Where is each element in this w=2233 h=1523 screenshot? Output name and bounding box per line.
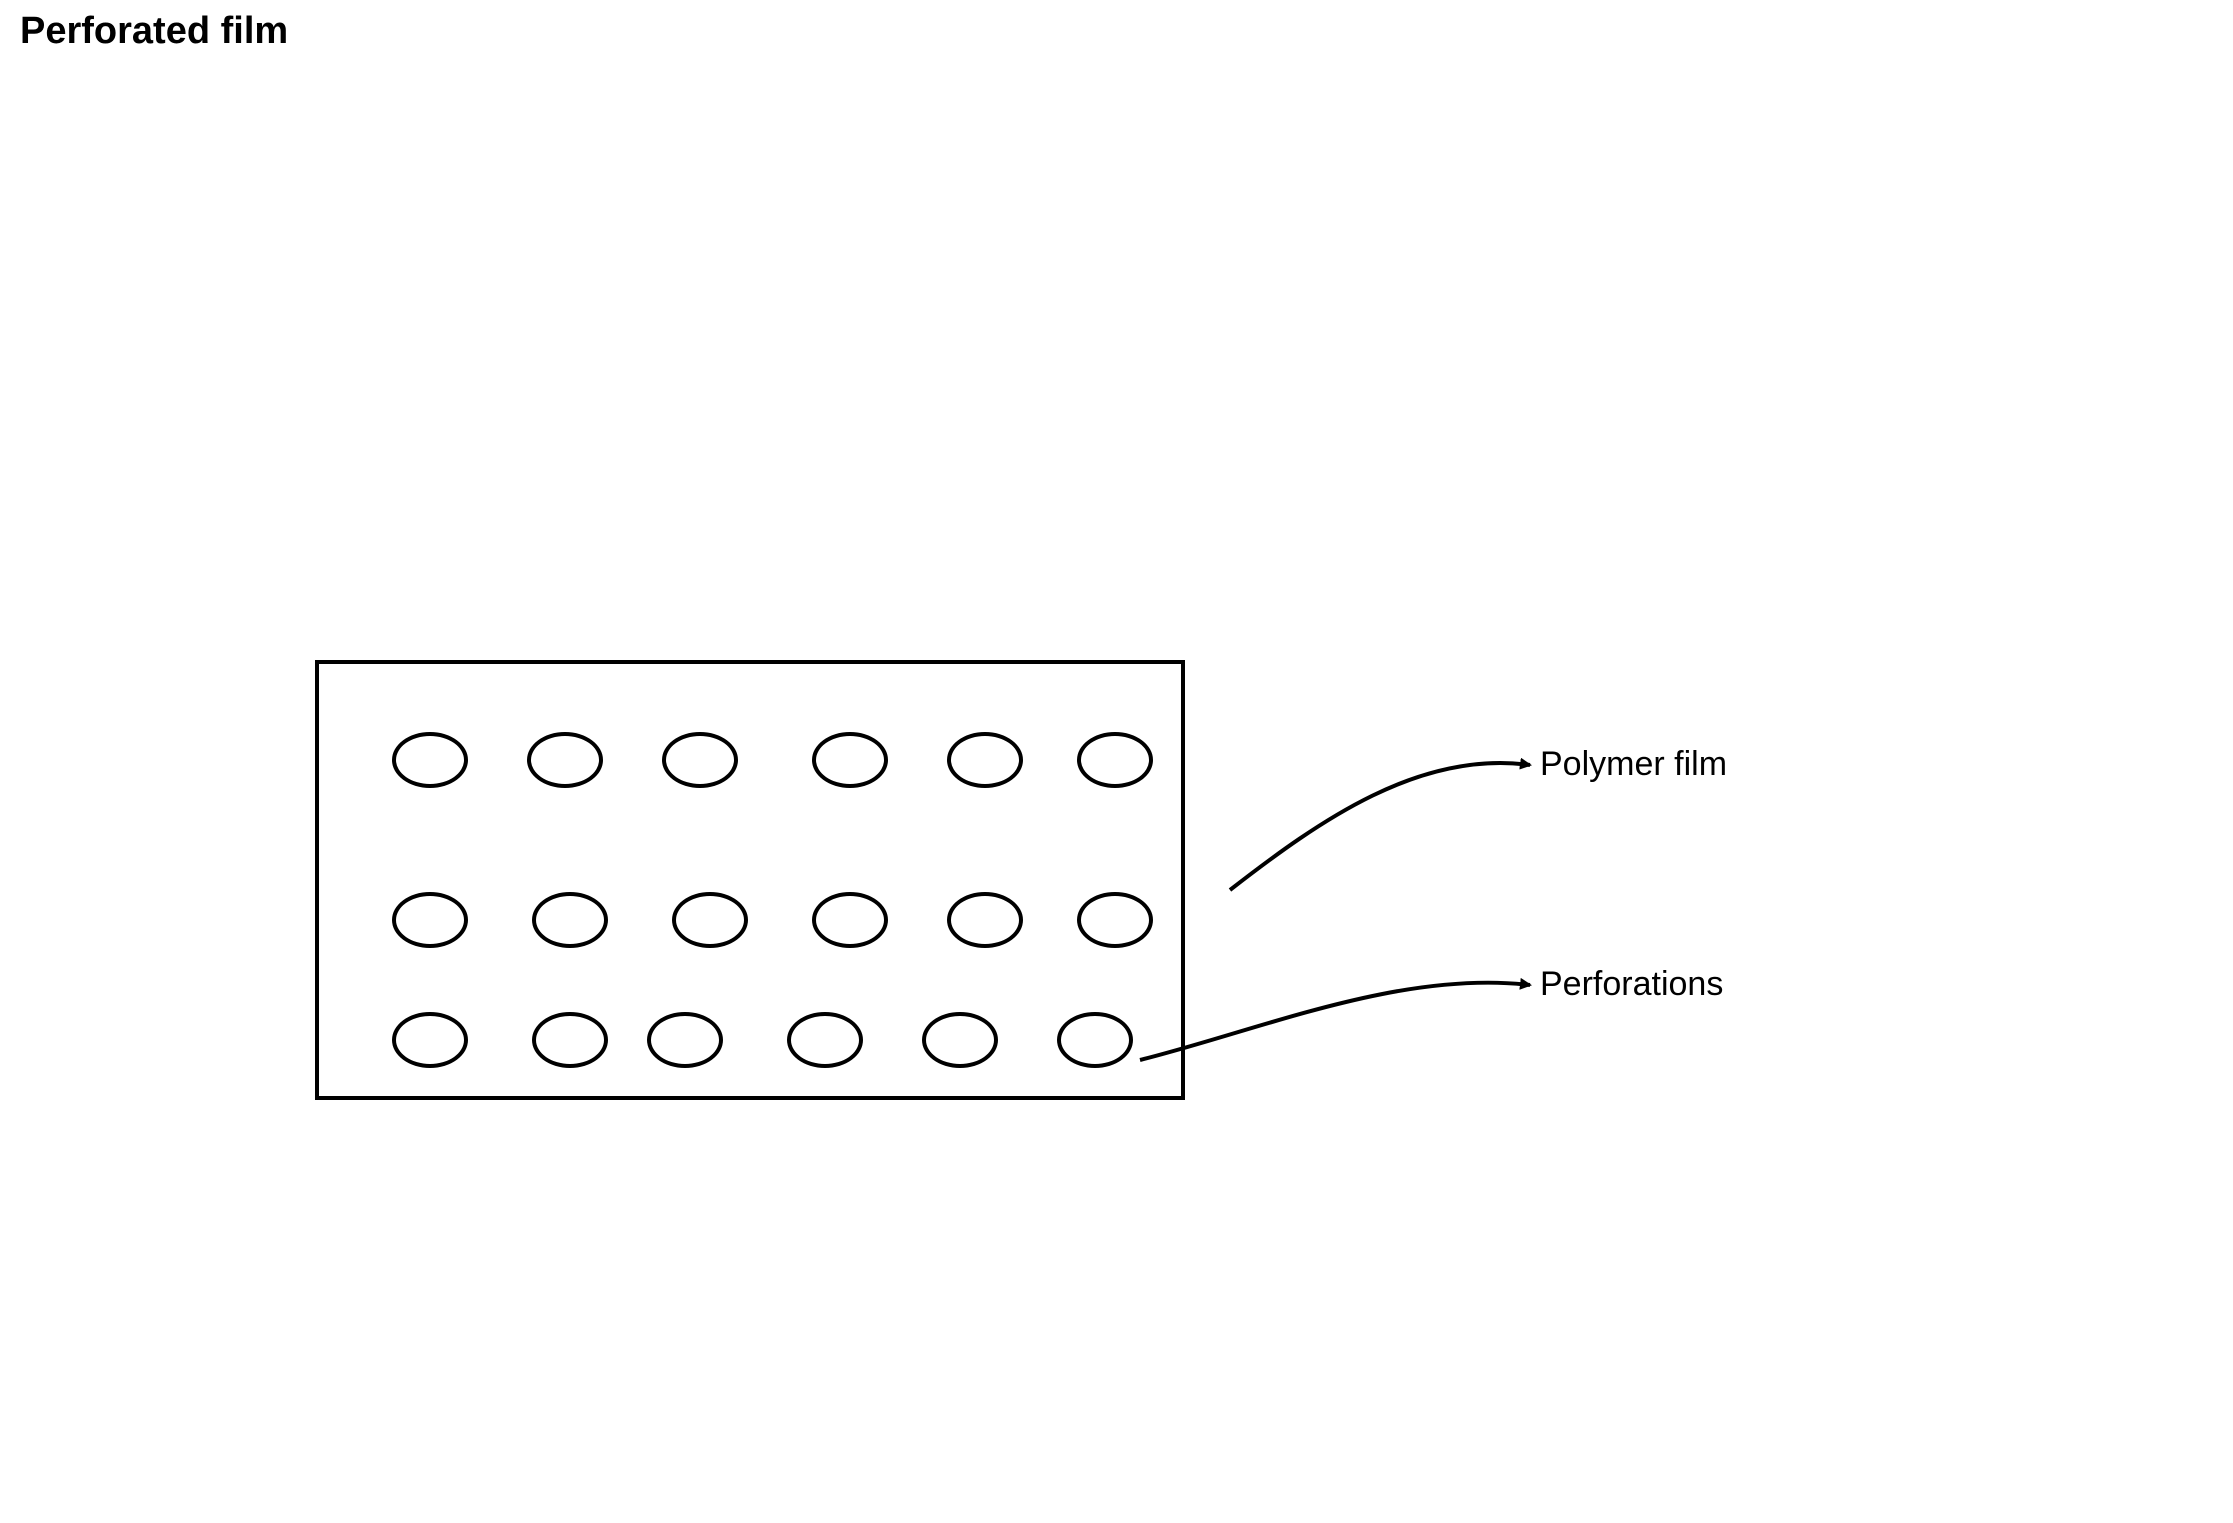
- perforations-label: Perforations: [1540, 965, 1723, 1004]
- perforations-arrow: [1140, 983, 1530, 1060]
- annotation-arrows: [0, 0, 2233, 1523]
- diagram-canvas: Perforated film Polymer filmPerforations: [0, 0, 2233, 1523]
- polymer-film-arrow: [1230, 763, 1530, 890]
- polymer-film-label: Polymer film: [1540, 745, 1727, 784]
